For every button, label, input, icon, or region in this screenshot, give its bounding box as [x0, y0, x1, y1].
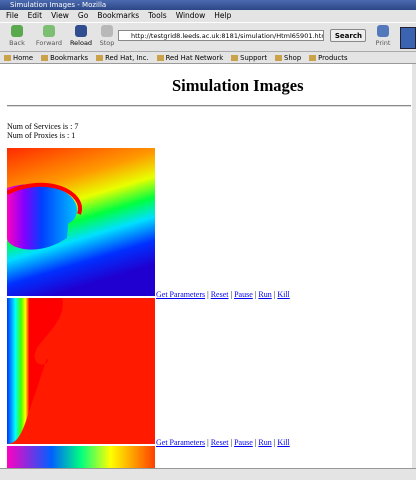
action-link[interactable]: Pause [234, 290, 253, 299]
stop-label: Stop [100, 39, 115, 47]
action-link[interactable]: Get Parameters [156, 290, 205, 299]
forward-label: Forward [36, 39, 62, 47]
menu-item[interactable]: View [51, 10, 69, 22]
bookmark-item[interactable]: Home [4, 52, 33, 63]
status-bar [0, 468, 416, 480]
menu-item[interactable]: Go [78, 10, 88, 22]
action-link[interactable]: Kill [277, 290, 289, 299]
simulation-image [7, 446, 155, 468]
simulation-image [7, 148, 155, 296]
link-separator: | [274, 290, 276, 299]
action-link[interactable]: Run [258, 438, 271, 447]
link-separator: | [230, 438, 232, 447]
services-count: Num of Services is : 7 [7, 122, 78, 131]
horizontal-rule [7, 105, 411, 107]
bookmark-item[interactable]: Bookmarks [41, 52, 88, 63]
link-separator: | [255, 438, 257, 447]
back-label: Back [9, 39, 25, 47]
page-content: Simulation Images Num of Services is : 7… [0, 64, 412, 468]
proxies-count: Num of Proxies is : 1 [7, 131, 75, 140]
link-separator: | [274, 438, 276, 447]
reload-label: Reload [70, 39, 92, 47]
back-button[interactable]: Back [2, 25, 32, 47]
forward-button[interactable]: Forward [34, 25, 64, 47]
action-link[interactable]: Run [258, 290, 271, 299]
link-separator: | [255, 290, 257, 299]
action-link[interactable]: Kill [277, 438, 289, 447]
throbber [400, 27, 416, 49]
panel-links: Get Parameters | Reset | Pause | Run | K… [156, 290, 290, 299]
link-separator: | [207, 438, 209, 447]
window-title: Simulation Images - Mozilla [10, 1, 106, 9]
menu-bar: File Edit View Go Bookmarks Tools Window Help [0, 10, 416, 22]
bookmark-item[interactable]: Red Hat, Inc. [96, 52, 149, 63]
search-label: Search [335, 32, 362, 40]
action-link[interactable]: Reset [211, 290, 229, 299]
menu-item[interactable]: Bookmarks [97, 10, 139, 22]
bookmark-item[interactable]: Shop [275, 52, 301, 63]
print-label: Print [376, 39, 391, 47]
browser-window: Simulation Images - Mozilla File Edit View… [0, 0, 416, 480]
print-button[interactable]: Print [368, 25, 398, 47]
page-heading: Simulation Images [172, 76, 304, 96]
search-button[interactable]: Search [330, 29, 366, 42]
bookmark-item[interactable]: Support [231, 52, 267, 63]
action-link[interactable]: Pause [234, 438, 253, 447]
navigation-toolbar: Back Forward Reload Stop http://testgrid… [0, 22, 416, 52]
link-separator: | [207, 290, 209, 299]
menu-item[interactable]: Help [214, 10, 231, 22]
menu-item[interactable]: File [6, 10, 19, 22]
url-text: http://testgrid8.leeds.ac.uk:8181/simula… [131, 32, 324, 40]
menu-item[interactable]: Window [176, 10, 206, 22]
simulation-image [7, 298, 155, 444]
action-link[interactable]: Reset [211, 438, 229, 447]
link-separator: | [230, 290, 232, 299]
bookmark-item[interactable]: Products [309, 52, 347, 63]
menu-item[interactable]: Edit [28, 10, 43, 22]
title-bar: Simulation Images - Mozilla [0, 0, 416, 10]
menu-item[interactable]: Tools [148, 10, 166, 22]
panel-links: Get Parameters | Reset | Pause | Run | K… [156, 438, 290, 447]
bookmarks-toolbar: Home Bookmarks Red Hat, Inc. Red Hat Networ… [0, 52, 416, 64]
url-field[interactable]: http://testgrid8.leeds.ac.uk:8181/simula… [118, 30, 324, 41]
action-link[interactable]: Get Parameters [156, 438, 205, 447]
scrollbar-edge [412, 64, 416, 468]
bookmark-item[interactable]: Red Hat Network [157, 52, 224, 63]
